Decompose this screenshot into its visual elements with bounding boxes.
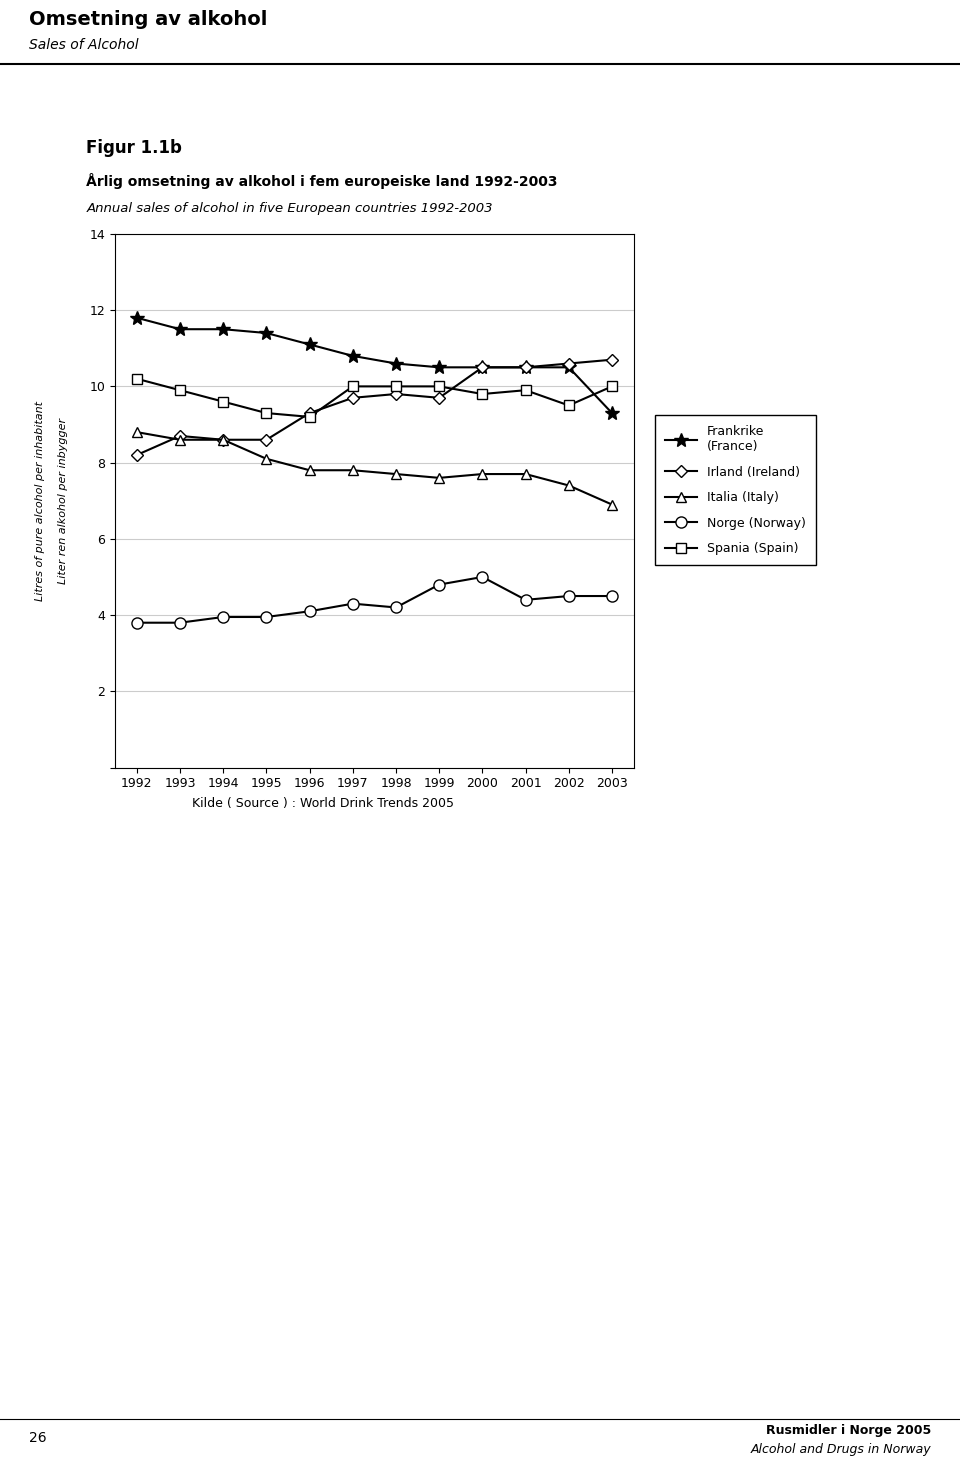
Frankrike
(France) (348, 346, 359, 364)
Norge (Norway) (132, 614, 143, 632)
Italia (Italy) (390, 465, 401, 482)
Text: Sales of Alcohol: Sales of Alcohol (29, 38, 138, 53)
Frankrike
(France) (476, 358, 488, 376)
Norge (Norway) (175, 614, 186, 632)
Line: Irland (Ireland): Irland (Ireland) (132, 355, 616, 459)
Text: 26: 26 (29, 1431, 46, 1444)
Text: Rusmidler i Norge 2005: Rusmidler i Norge 2005 (766, 1424, 931, 1437)
Irland (Ireland) (132, 446, 143, 463)
Italia (Italy) (175, 431, 186, 449)
Norge (Norway) (607, 588, 618, 605)
Spania (Spain) (348, 377, 359, 395)
Irland (Ireland) (304, 405, 316, 423)
Norge (Norway) (520, 591, 532, 608)
Frankrike
(France) (564, 358, 575, 376)
Norge (Norway) (304, 602, 316, 620)
Italia (Italy) (348, 462, 359, 480)
Italia (Italy) (564, 477, 575, 494)
Frankrike
(France) (433, 358, 444, 376)
Spania (Spain) (476, 386, 488, 404)
Irland (Ireland) (348, 389, 359, 406)
Italia (Italy) (433, 469, 444, 487)
Italia (Italy) (520, 465, 532, 482)
Irland (Ireland) (433, 389, 444, 406)
Italia (Italy) (607, 496, 618, 513)
Spania (Spain) (607, 377, 618, 395)
Irland (Ireland) (260, 431, 272, 449)
Irland (Ireland) (217, 431, 228, 449)
Spania (Spain) (304, 408, 316, 425)
Frankrike
(France) (304, 336, 316, 354)
Norge (Norway) (476, 569, 488, 586)
Frankrike
(France) (390, 355, 401, 373)
Spania (Spain) (433, 377, 444, 395)
Frankrike
(France) (132, 308, 143, 326)
Irland (Ireland) (175, 427, 186, 444)
Frankrike
(France) (260, 325, 272, 342)
Spania (Spain) (564, 396, 575, 414)
Text: Omsetning av alkohol: Omsetning av alkohol (29, 10, 267, 29)
Italia (Italy) (217, 431, 228, 449)
Norge (Norway) (564, 588, 575, 605)
Norge (Norway) (217, 608, 228, 626)
Frankrike
(France) (175, 320, 186, 338)
Norge (Norway) (260, 608, 272, 626)
Legend: Frankrike
(France), Irland (Ireland), Italia (Italy), Norge (Norway), Spania (Sp: Frankrike (France), Irland (Ireland), It… (656, 415, 816, 564)
Line: Spania (Spain): Spania (Spain) (132, 374, 617, 421)
Irland (Ireland) (390, 386, 401, 404)
Irland (Ireland) (607, 351, 618, 368)
Italia (Italy) (476, 465, 488, 482)
Norge (Norway) (433, 576, 444, 594)
Irland (Ireland) (564, 355, 575, 373)
Frankrike
(France) (217, 320, 228, 338)
Text: Liter ren alkohol per inbygger: Liter ren alkohol per inbygger (59, 418, 68, 583)
Spania (Spain) (520, 382, 532, 399)
Spania (Spain) (217, 393, 228, 411)
Text: Figur 1.1b: Figur 1.1b (86, 139, 182, 156)
Norge (Norway) (390, 599, 401, 617)
Spania (Spain) (132, 370, 143, 387)
Spania (Spain) (260, 405, 272, 423)
Line: Italia (Italy): Italia (Italy) (132, 427, 617, 509)
Text: Annual sales of alcohol in five European countries 1992-2003: Annual sales of alcohol in five European… (86, 202, 492, 215)
Italia (Italy) (304, 462, 316, 480)
Norge (Norway) (348, 595, 359, 613)
Irland (Ireland) (520, 358, 532, 376)
Frankrike
(France) (607, 405, 618, 423)
Text: Litres of pure alcohol per inhabitant: Litres of pure alcohol per inhabitant (35, 401, 45, 601)
Spania (Spain) (175, 382, 186, 399)
Irland (Ireland) (476, 358, 488, 376)
Frankrike
(France) (520, 358, 532, 376)
Line: Norge (Norway): Norge (Norway) (132, 572, 617, 629)
Spania (Spain) (390, 377, 401, 395)
Text: Årlig omsetning av alkohol i fem europeiske land 1992-2003: Årlig omsetning av alkohol i fem europei… (86, 173, 558, 189)
Text: Alcohol and Drugs in Norway: Alcohol and Drugs in Norway (751, 1443, 931, 1456)
Line: Frankrike
(France): Frankrike (France) (130, 311, 619, 420)
Italia (Italy) (132, 424, 143, 442)
Italia (Italy) (260, 450, 272, 468)
Text: Kilde ( Source ) : World Drink Trends 2005: Kilde ( Source ) : World Drink Trends 20… (192, 797, 454, 810)
